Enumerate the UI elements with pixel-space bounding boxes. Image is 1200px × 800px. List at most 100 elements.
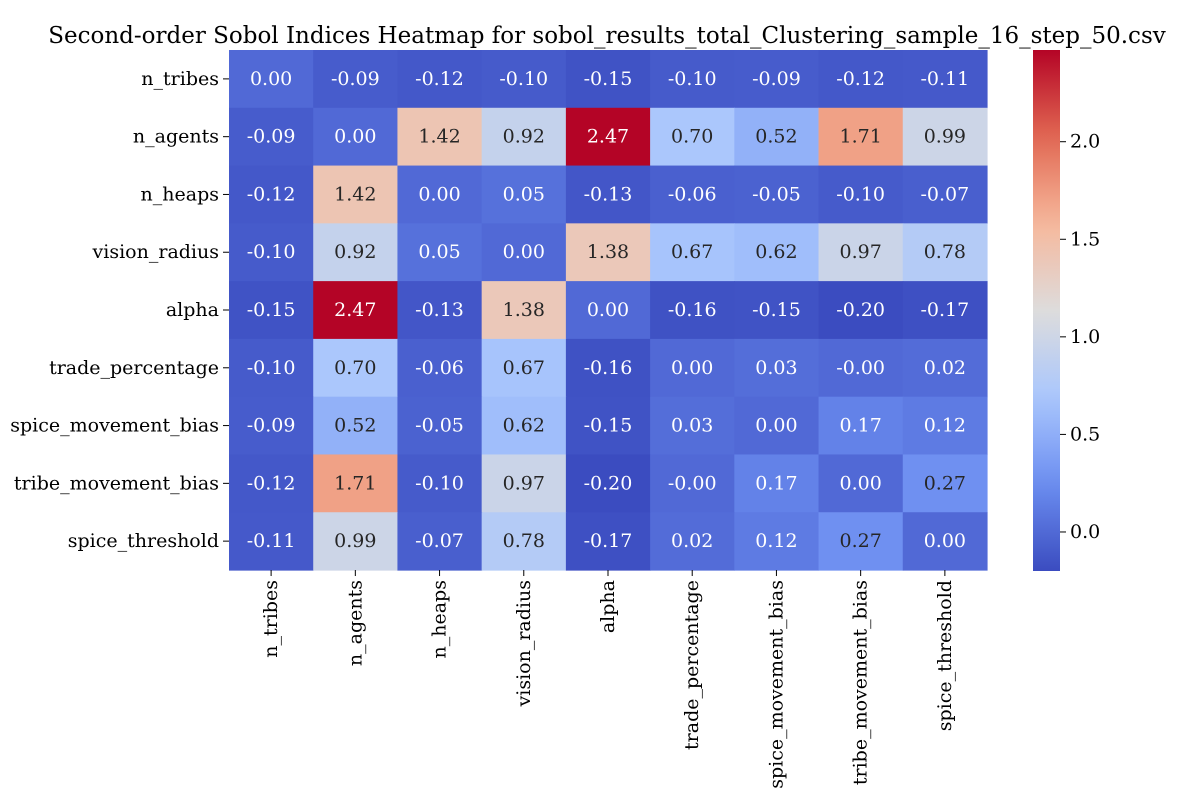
- y-tick-label: tribe_movement_bias: [14, 472, 219, 494]
- y-tick-label: trade_percentage: [49, 357, 219, 379]
- y-tick-label: n_heaps: [141, 183, 219, 205]
- cell-value-label: 0.05: [503, 183, 545, 205]
- cell-value-label: 0.78: [503, 530, 545, 552]
- y-tick-label: n_tribes: [141, 68, 219, 90]
- cell-value-label: 0.00: [924, 530, 966, 552]
- cell-value-label: -0.15: [752, 299, 801, 321]
- heatmap-cell: [481, 512, 567, 571]
- x-tick-label: tribe_movement_bias: [850, 580, 872, 785]
- heatmap-cell: [397, 512, 483, 571]
- heatmap-cell: [313, 50, 399, 109]
- heatmap-cell: [229, 50, 314, 109]
- cell-value-label: 0.52: [334, 415, 376, 437]
- cell-value-label: -0.05: [415, 415, 464, 437]
- heatmap-cell: [734, 165, 820, 224]
- heatmap-cell: [650, 50, 735, 109]
- x-tick-label: alpha: [597, 580, 619, 633]
- cell-value-label: -0.13: [415, 299, 464, 321]
- heatmap-cell: [734, 281, 820, 340]
- x-tick-label: n_tribes: [260, 580, 282, 658]
- cell-value-label: -0.16: [668, 299, 717, 321]
- cell-value-label: 0.03: [671, 415, 713, 437]
- heatmap-cell: [902, 165, 988, 224]
- heatmap-cell: [650, 338, 735, 398]
- cell-value-label: -0.11: [921, 68, 970, 90]
- heatmap-cell: [734, 396, 820, 456]
- cell-value-label: 0.27: [924, 472, 966, 494]
- heatmap-cell: [565, 281, 651, 340]
- cell-value-label: -0.11: [247, 530, 296, 552]
- heatmap-cell: [818, 454, 904, 513]
- heatmap-cell: [650, 454, 735, 513]
- heatmap-cell: [397, 396, 483, 456]
- cell-value-label: -0.09: [247, 415, 296, 437]
- heatmap-cell: [397, 338, 483, 398]
- x-tick-label: spice_movement_bias: [765, 580, 787, 789]
- heatmap-cell: [902, 454, 988, 513]
- heatmap-cell: [902, 512, 988, 571]
- cell-value-label: 0.00: [334, 126, 376, 148]
- heatmap-cell: [481, 396, 567, 456]
- heatmap-cell: [313, 396, 399, 456]
- cell-value-label: 0.92: [334, 241, 376, 263]
- cell-value-label: -0.10: [499, 68, 548, 90]
- cell-value-label: 0.67: [503, 357, 545, 379]
- cell-value-label: 0.99: [924, 126, 966, 148]
- cell-value-label: -0.16: [584, 357, 633, 379]
- x-tick-label: n_heaps: [429, 580, 451, 658]
- cell-value-label: 0.02: [924, 357, 966, 379]
- y-tick-label: alpha: [166, 299, 219, 321]
- heatmap-cell: [229, 338, 314, 398]
- cell-value-label: -0.20: [584, 472, 633, 494]
- cell-value-label: 1.38: [503, 299, 545, 321]
- heatmap-cell: [902, 107, 988, 167]
- heatmap-cell: [481, 223, 567, 282]
- cell-value-label: 0.17: [755, 472, 797, 494]
- cell-value-label: 0.03: [755, 357, 797, 379]
- cell-value-label: 1.42: [334, 183, 376, 205]
- y-axis-tick-labels: n_tribes n_agents n_heaps vision_radiusalph…: [10, 68, 229, 552]
- cell-value-label: 2.47: [587, 126, 629, 148]
- heatmap-cell: [229, 396, 314, 456]
- y-tick-label: spice_threshold: [68, 530, 219, 552]
- cell-value-label: -0.12: [247, 472, 296, 494]
- heatmap-cell: [481, 454, 567, 513]
- cell-value-label: 0.78: [924, 241, 966, 263]
- heatmap-cell: [650, 281, 735, 340]
- cell-value-label: -0.09: [752, 68, 801, 90]
- heatmap-cell: [734, 107, 820, 167]
- cell-value-label: 1.71: [334, 472, 376, 494]
- cell-value-label: 0.99: [334, 530, 376, 552]
- heatmap-cell: [734, 50, 820, 109]
- heatmap-cell: [229, 107, 314, 167]
- cell-value-label: 0.67: [671, 241, 713, 263]
- cell-value-label: 0.00: [418, 183, 460, 205]
- x-tick-label: vision_radius: [513, 580, 535, 707]
- heatmap-cell: [818, 396, 904, 456]
- cell-value-label: -0.06: [415, 357, 464, 379]
- cell-value-label: 0.02: [671, 530, 713, 552]
- heatmap-cell: [818, 107, 904, 167]
- heatmap-cell: [481, 107, 567, 167]
- cell-value-label: 0.17: [839, 415, 881, 437]
- cell-value-label: -0.06: [668, 183, 717, 205]
- heatmap-cell: [565, 454, 651, 513]
- heatmap-cell: [734, 338, 820, 398]
- colorbar-tick-label: 0.0: [1070, 521, 1100, 543]
- heatmap-cell: [734, 223, 820, 282]
- heatmap-cell: [565, 396, 651, 456]
- colorbar-gradient: [1033, 50, 1060, 571]
- x-axis-tick-labels: n_tribes n_agents n_heaps vision_radius alph…: [260, 570, 956, 789]
- heatmap-cell: [313, 165, 399, 224]
- heatmap-cell: [565, 165, 651, 224]
- x-tick-label: n_agents: [344, 580, 366, 666]
- heatmap-cell: [902, 50, 988, 109]
- cell-value-label: 0.00: [839, 472, 881, 494]
- cell-value-label: 0.70: [671, 126, 713, 148]
- heatmap-cell: [481, 281, 567, 340]
- heatmap-cell: [229, 512, 314, 571]
- cell-value-label: -0.15: [584, 68, 633, 90]
- heatmap-cell: [650, 396, 735, 456]
- heatmap-cell: [818, 50, 904, 109]
- heatmap-cell: [902, 281, 988, 340]
